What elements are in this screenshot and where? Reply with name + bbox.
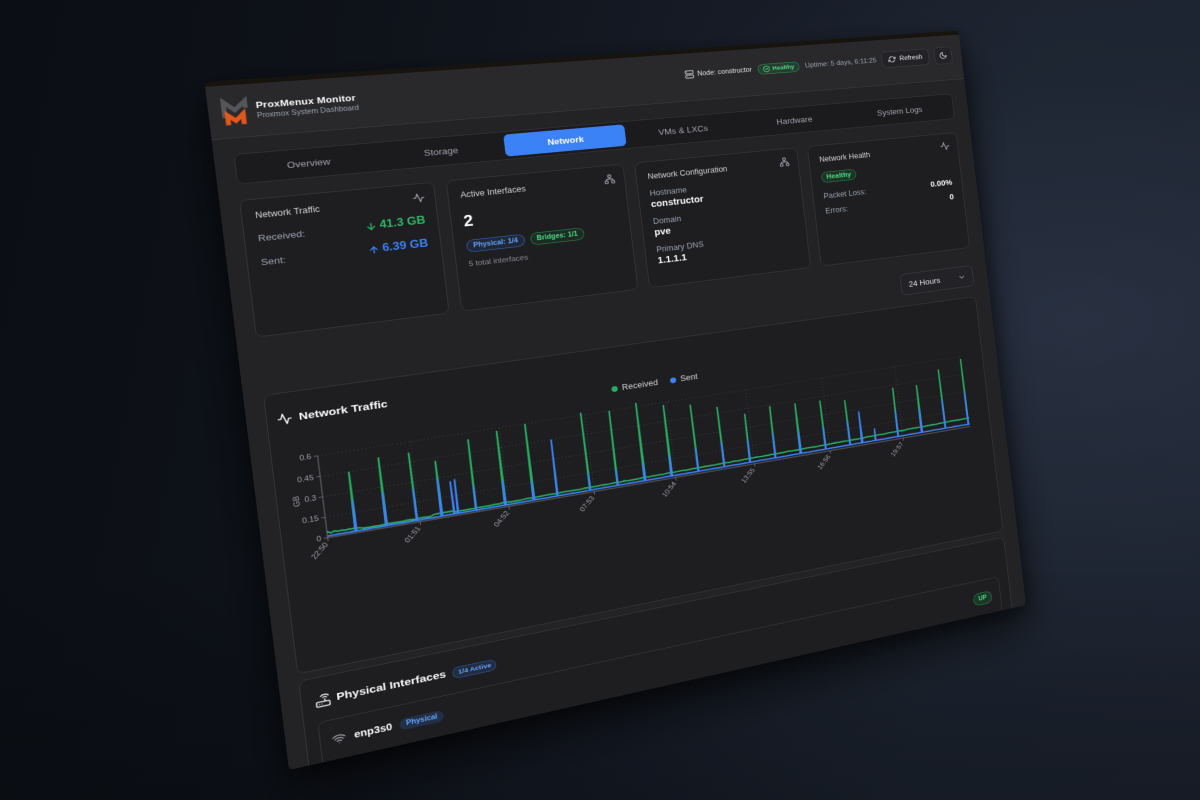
svg-text:04:52: 04:52 [492, 509, 512, 528]
svg-text:07:53: 07:53 [577, 494, 596, 513]
svg-text:10:54: 10:54 [660, 480, 678, 499]
svg-text:0.45: 0.45 [297, 473, 315, 484]
svg-text:16:56: 16:56 [815, 453, 832, 471]
svg-text:22:50: 22:50 [309, 540, 331, 560]
svg-text:19:57: 19:57 [889, 440, 905, 457]
svg-text:GB: GB [290, 495, 302, 508]
svg-text:0.15: 0.15 [302, 514, 320, 525]
svg-text:0.6: 0.6 [299, 452, 312, 462]
svg-text:0.3: 0.3 [304, 493, 317, 504]
svg-text:0: 0 [316, 534, 322, 543]
svg-text:13:55: 13:55 [739, 466, 757, 484]
svg-text:01:51: 01:51 [402, 524, 423, 544]
